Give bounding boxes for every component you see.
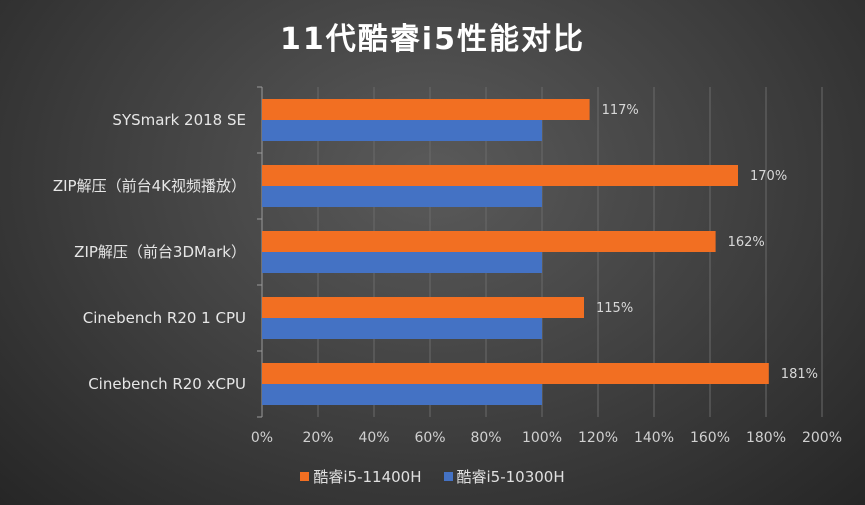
data-label-11400h: 170% <box>750 169 787 184</box>
x-tick-label: 120% <box>578 430 618 446</box>
bar-10300h <box>262 186 542 207</box>
category-label: Cinebench R20 xCPU <box>88 375 246 393</box>
data-label-11400h: 181% <box>781 367 818 382</box>
bar-10300h <box>262 120 542 141</box>
x-tick-label: 160% <box>690 430 730 446</box>
x-tick-label: 40% <box>358 430 389 446</box>
x-tick-label: 0% <box>251 430 273 446</box>
x-tick-label: 20% <box>302 430 333 446</box>
x-tick-label: 140% <box>634 430 674 446</box>
x-tick-label: 100% <box>522 430 562 446</box>
category-label: SYSmark 2018 SE <box>112 111 246 129</box>
bar-10300h <box>262 252 542 273</box>
bar-11400h <box>262 165 738 186</box>
x-tick-label: 60% <box>414 430 445 446</box>
bar-10300h <box>262 318 542 339</box>
chart-title: 11代酷睿i5性能对比 <box>280 22 585 57</box>
bar-11400h <box>262 231 716 252</box>
legend-label-10300h: 酷睿i5-10300H <box>456 468 565 486</box>
category-label: Cinebench R20 1 CPU <box>83 309 246 327</box>
legend-label-11400h: 酷睿i5-11400H <box>313 468 422 486</box>
legend: 酷睿i5-11400H 酷睿i5-10300H <box>0 466 865 487</box>
category-label: ZIP解压（前台3DMark） <box>74 243 246 261</box>
bar-11400h <box>262 363 769 384</box>
legend-swatch-10300h <box>443 472 453 481</box>
legend-swatch-11400h <box>300 472 310 481</box>
data-label-11400h: 162% <box>728 235 765 250</box>
data-label-11400h: 115% <box>596 301 633 316</box>
bar-11400h <box>262 297 584 318</box>
x-tick-label: 80% <box>470 430 501 446</box>
category-label: ZIP解压（前台4K视频播放） <box>53 177 246 195</box>
legend-item-10300h: 酷睿i5-10300H <box>443 466 565 487</box>
bar-10300h <box>262 384 542 405</box>
legend-item-11400h: 酷睿i5-11400H <box>300 466 422 487</box>
data-label-11400h: 117% <box>602 103 639 118</box>
x-tick-label: 200% <box>802 430 842 446</box>
x-tick-label: 180% <box>746 430 786 446</box>
bar-11400h <box>262 99 590 120</box>
